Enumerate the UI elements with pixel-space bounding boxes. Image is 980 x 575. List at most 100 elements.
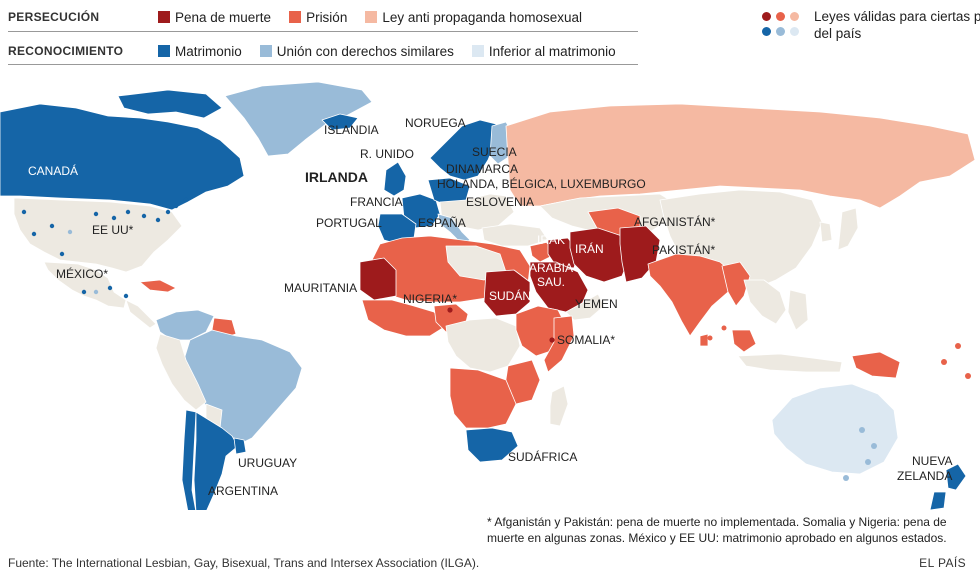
partial-dot-usa-11 bbox=[173, 203, 179, 209]
label-sudan: SUDÁN bbox=[489, 289, 532, 303]
sudan-shape bbox=[483, 269, 531, 317]
canada-shape bbox=[0, 103, 245, 211]
footnote: * Afganistán y Pakistán: pena de muerte … bbox=[487, 515, 947, 545]
argentina-shape bbox=[193, 411, 239, 510]
label-nigeria: NIGERIA* bbox=[403, 292, 458, 306]
label-irlanda: IRLANDA bbox=[305, 169, 368, 185]
southern-africa-shape bbox=[449, 367, 517, 429]
label-islandia: ISLANDIA bbox=[324, 123, 379, 137]
central-africa-shape bbox=[445, 317, 521, 373]
iceland-shape bbox=[321, 113, 359, 131]
partial-dot-carib-1 bbox=[721, 325, 727, 331]
australia-shape bbox=[771, 383, 899, 475]
partial-dot-prision bbox=[776, 12, 785, 21]
label-dinamarca: DINAMARCA bbox=[446, 162, 519, 176]
label-zelanda: ZELANDA bbox=[897, 469, 953, 483]
partial-dot-usa-1 bbox=[21, 209, 27, 215]
west-africa-shape bbox=[361, 299, 447, 337]
partial-dot-usa-13 bbox=[59, 251, 65, 257]
label-pakistan: PAKISTÁN* bbox=[652, 243, 716, 257]
label-arabia-2: SAU. bbox=[537, 275, 566, 289]
new-zealand-shape bbox=[945, 463, 967, 491]
south-africa-shape bbox=[465, 427, 519, 463]
central-america-shape bbox=[125, 299, 157, 329]
mauritania-shape bbox=[359, 257, 397, 301]
label-yemen: YEMEN bbox=[575, 297, 618, 311]
partial-dot-usa-10 bbox=[165, 209, 171, 215]
legend-label-union: Unión con derechos similares bbox=[276, 43, 454, 59]
colombia-venezuela-shape bbox=[155, 309, 215, 341]
label-sudafrica: SUDÁFRICA bbox=[508, 450, 578, 464]
label-irak: IRAK bbox=[537, 233, 566, 247]
label-mexico: MÉXICO* bbox=[56, 267, 109, 281]
iran-shape bbox=[569, 227, 631, 283]
world-map bbox=[0, 81, 976, 510]
label-canada: CANADÁ bbox=[28, 164, 79, 178]
legend-item-inferior: Inferior al matrimonio bbox=[471, 43, 616, 59]
legend-swatch-inferior bbox=[471, 45, 484, 57]
caribbean-shape bbox=[139, 279, 177, 293]
legend-persecucion-title: PERSECUCIÓN bbox=[8, 10, 100, 24]
label-iran: IRÁN bbox=[575, 242, 604, 256]
partial-dot-aus-4 bbox=[843, 475, 849, 481]
indonesia-shape bbox=[737, 353, 843, 373]
partial-dot-usa-7 bbox=[125, 209, 131, 215]
partial-dot-somalia bbox=[549, 337, 555, 343]
legend-partial-text: Leyes válidas para ciertas partes del pa… bbox=[814, 9, 980, 41]
partial-dot-usa-9 bbox=[155, 217, 161, 223]
legend-item-prision: Prisión bbox=[289, 10, 347, 25]
india-shape bbox=[647, 253, 737, 337]
partial-dot-aus-2 bbox=[871, 443, 877, 449]
syria-levant-shape bbox=[529, 241, 553, 263]
partial-dot-usa-8 bbox=[141, 213, 147, 219]
chile-shape bbox=[181, 409, 197, 510]
label-arabia: ARABIA bbox=[529, 261, 574, 275]
partial-dot-pacific-1 bbox=[955, 343, 961, 349]
partial-dot-propaganda bbox=[790, 12, 799, 21]
partial-dot-union bbox=[776, 27, 785, 36]
partial-dot-usa-12 bbox=[183, 197, 189, 203]
legend-partial-dots bbox=[762, 12, 800, 36]
label-holanda: HOLANDA, BÉLGICA, LUXEMBURGO bbox=[437, 177, 646, 191]
japan-shape bbox=[837, 207, 859, 251]
partial-dot-mex-2 bbox=[93, 289, 99, 295]
partial-dot-pacific-3 bbox=[965, 373, 971, 379]
legend-partial-laws: Leyes válidas para ciertas partes del pa… bbox=[762, 8, 980, 42]
partial-dot-usa-6 bbox=[111, 215, 117, 221]
myanmar-shape bbox=[721, 261, 751, 307]
label-mauritania: MAURITANIA bbox=[284, 281, 358, 295]
uk-ireland-shape bbox=[383, 161, 407, 197]
legend-swatch-union bbox=[259, 45, 272, 57]
label-portugal: PORTUGAL bbox=[316, 216, 382, 230]
label-francia: FRANCIA bbox=[350, 195, 403, 209]
partial-dot-mex-3 bbox=[107, 285, 113, 291]
legend-reconocimiento-title: RECONOCIMIENTO bbox=[8, 44, 124, 58]
label-somalia: SOMALIA* bbox=[557, 333, 616, 347]
label-nueva: NUEVA bbox=[912, 454, 953, 468]
madagascar-shape bbox=[549, 385, 569, 427]
partial-law-dots bbox=[21, 197, 971, 481]
label-reino-unido: R. UNIDO bbox=[360, 147, 414, 161]
legend-label-inferior: Inferior al matrimonio bbox=[488, 43, 616, 59]
partial-dot-mex-1 bbox=[81, 289, 87, 295]
papua-shape bbox=[851, 351, 901, 379]
yemen-oman-shape bbox=[565, 293, 605, 321]
legend-item-union: Unión con derechos similares bbox=[259, 43, 454, 59]
label-suecia: SUECIA bbox=[472, 145, 517, 159]
label-argentina: ARGENTINA bbox=[208, 484, 279, 498]
malaysia-shape bbox=[731, 329, 757, 353]
legend-persecucion: PERSECUCIÓN Pena de muerte Prisión Ley a… bbox=[8, 6, 600, 28]
mexico-shape bbox=[43, 261, 127, 309]
se-asia-shape bbox=[743, 279, 787, 325]
new-zealand-south-shape bbox=[929, 491, 947, 510]
legend-label-prision: Prisión bbox=[306, 9, 348, 25]
source-text: Fuente: The International Lesbian, Gay, … bbox=[8, 556, 480, 570]
arctic-islands-shape bbox=[117, 89, 223, 119]
sri-lanka-shape bbox=[699, 333, 709, 347]
legend-label-ley-anti-propaganda: Ley anti propaganda homosexual bbox=[382, 9, 582, 25]
label-noruega: NORUEGA bbox=[405, 116, 466, 130]
korea-shape bbox=[819, 221, 833, 243]
label-eslovenia: ESLOVENIA bbox=[466, 195, 535, 209]
legend-label-pena-de-muerte: Pena de muerte bbox=[175, 9, 272, 25]
legend-label-matrimonio: Matrimonio bbox=[175, 43, 242, 59]
